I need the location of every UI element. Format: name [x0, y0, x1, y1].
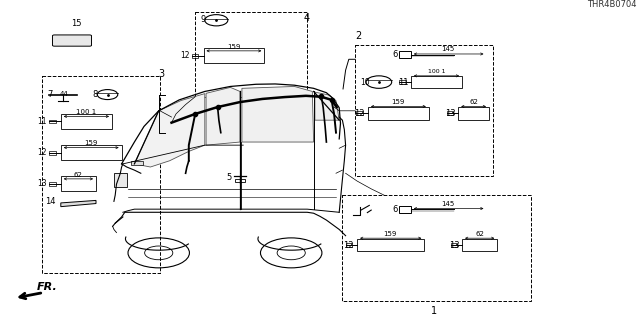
Bar — [204, 48, 264, 63]
Text: 159: 159 — [84, 140, 98, 146]
Bar — [195, 12, 307, 97]
Text: 159: 159 — [227, 44, 241, 50]
Text: 159: 159 — [392, 99, 404, 105]
Text: 6: 6 — [393, 205, 398, 214]
Polygon shape — [315, 92, 339, 120]
Text: 11: 11 — [37, 117, 47, 126]
Text: 12: 12 — [37, 148, 47, 157]
Bar — [462, 239, 497, 251]
Bar — [346, 243, 352, 247]
Text: 12: 12 — [355, 109, 365, 118]
Polygon shape — [134, 94, 205, 167]
Text: 4: 4 — [304, 13, 310, 23]
Text: 14: 14 — [45, 197, 55, 206]
Bar — [356, 111, 363, 115]
Text: 159: 159 — [384, 231, 397, 236]
Text: 13: 13 — [445, 109, 456, 118]
Bar — [399, 52, 411, 58]
Text: 1: 1 — [431, 306, 437, 316]
Bar — [192, 54, 198, 58]
Text: 13: 13 — [449, 241, 460, 250]
Bar — [342, 195, 531, 301]
FancyBboxPatch shape — [52, 35, 92, 46]
Text: 145: 145 — [442, 46, 454, 52]
Text: 145: 145 — [442, 201, 454, 207]
Text: 10: 10 — [360, 77, 370, 87]
Bar — [131, 161, 143, 164]
Bar — [61, 145, 122, 160]
Text: 7: 7 — [47, 90, 52, 99]
Bar — [447, 111, 453, 115]
Text: FR.: FR. — [37, 282, 58, 292]
Text: 100 1: 100 1 — [76, 109, 97, 115]
Bar — [49, 120, 56, 123]
Polygon shape — [61, 200, 96, 207]
Bar — [61, 176, 96, 191]
Text: 100 1: 100 1 — [428, 69, 445, 74]
Polygon shape — [206, 87, 240, 145]
Text: 6: 6 — [393, 50, 398, 59]
Text: 2: 2 — [355, 31, 362, 42]
Bar — [368, 107, 429, 120]
Text: 8: 8 — [92, 90, 97, 99]
Bar — [61, 114, 112, 129]
Bar — [357, 239, 424, 251]
Text: 11: 11 — [398, 77, 408, 87]
Text: 12: 12 — [180, 51, 189, 60]
Bar — [399, 206, 411, 213]
Text: 3: 3 — [159, 69, 165, 79]
Bar — [399, 80, 406, 84]
Bar — [114, 173, 127, 187]
Text: 13: 13 — [37, 180, 47, 188]
Bar — [235, 179, 245, 182]
Text: 9: 9 — [201, 15, 206, 24]
Text: 5: 5 — [227, 173, 232, 182]
Text: THR4B0704: THR4B0704 — [588, 0, 637, 9]
Bar — [49, 151, 56, 155]
Text: 12: 12 — [344, 241, 354, 250]
Text: 62: 62 — [469, 99, 478, 105]
Bar — [355, 45, 493, 176]
Bar — [411, 76, 462, 88]
Bar — [49, 182, 56, 186]
Bar — [451, 243, 457, 247]
Polygon shape — [242, 86, 314, 142]
Bar — [42, 76, 160, 273]
Text: 62: 62 — [74, 172, 83, 178]
Text: 15: 15 — [72, 19, 82, 28]
Text: 44: 44 — [60, 91, 68, 97]
Text: 62: 62 — [476, 231, 484, 236]
Bar — [458, 107, 489, 120]
